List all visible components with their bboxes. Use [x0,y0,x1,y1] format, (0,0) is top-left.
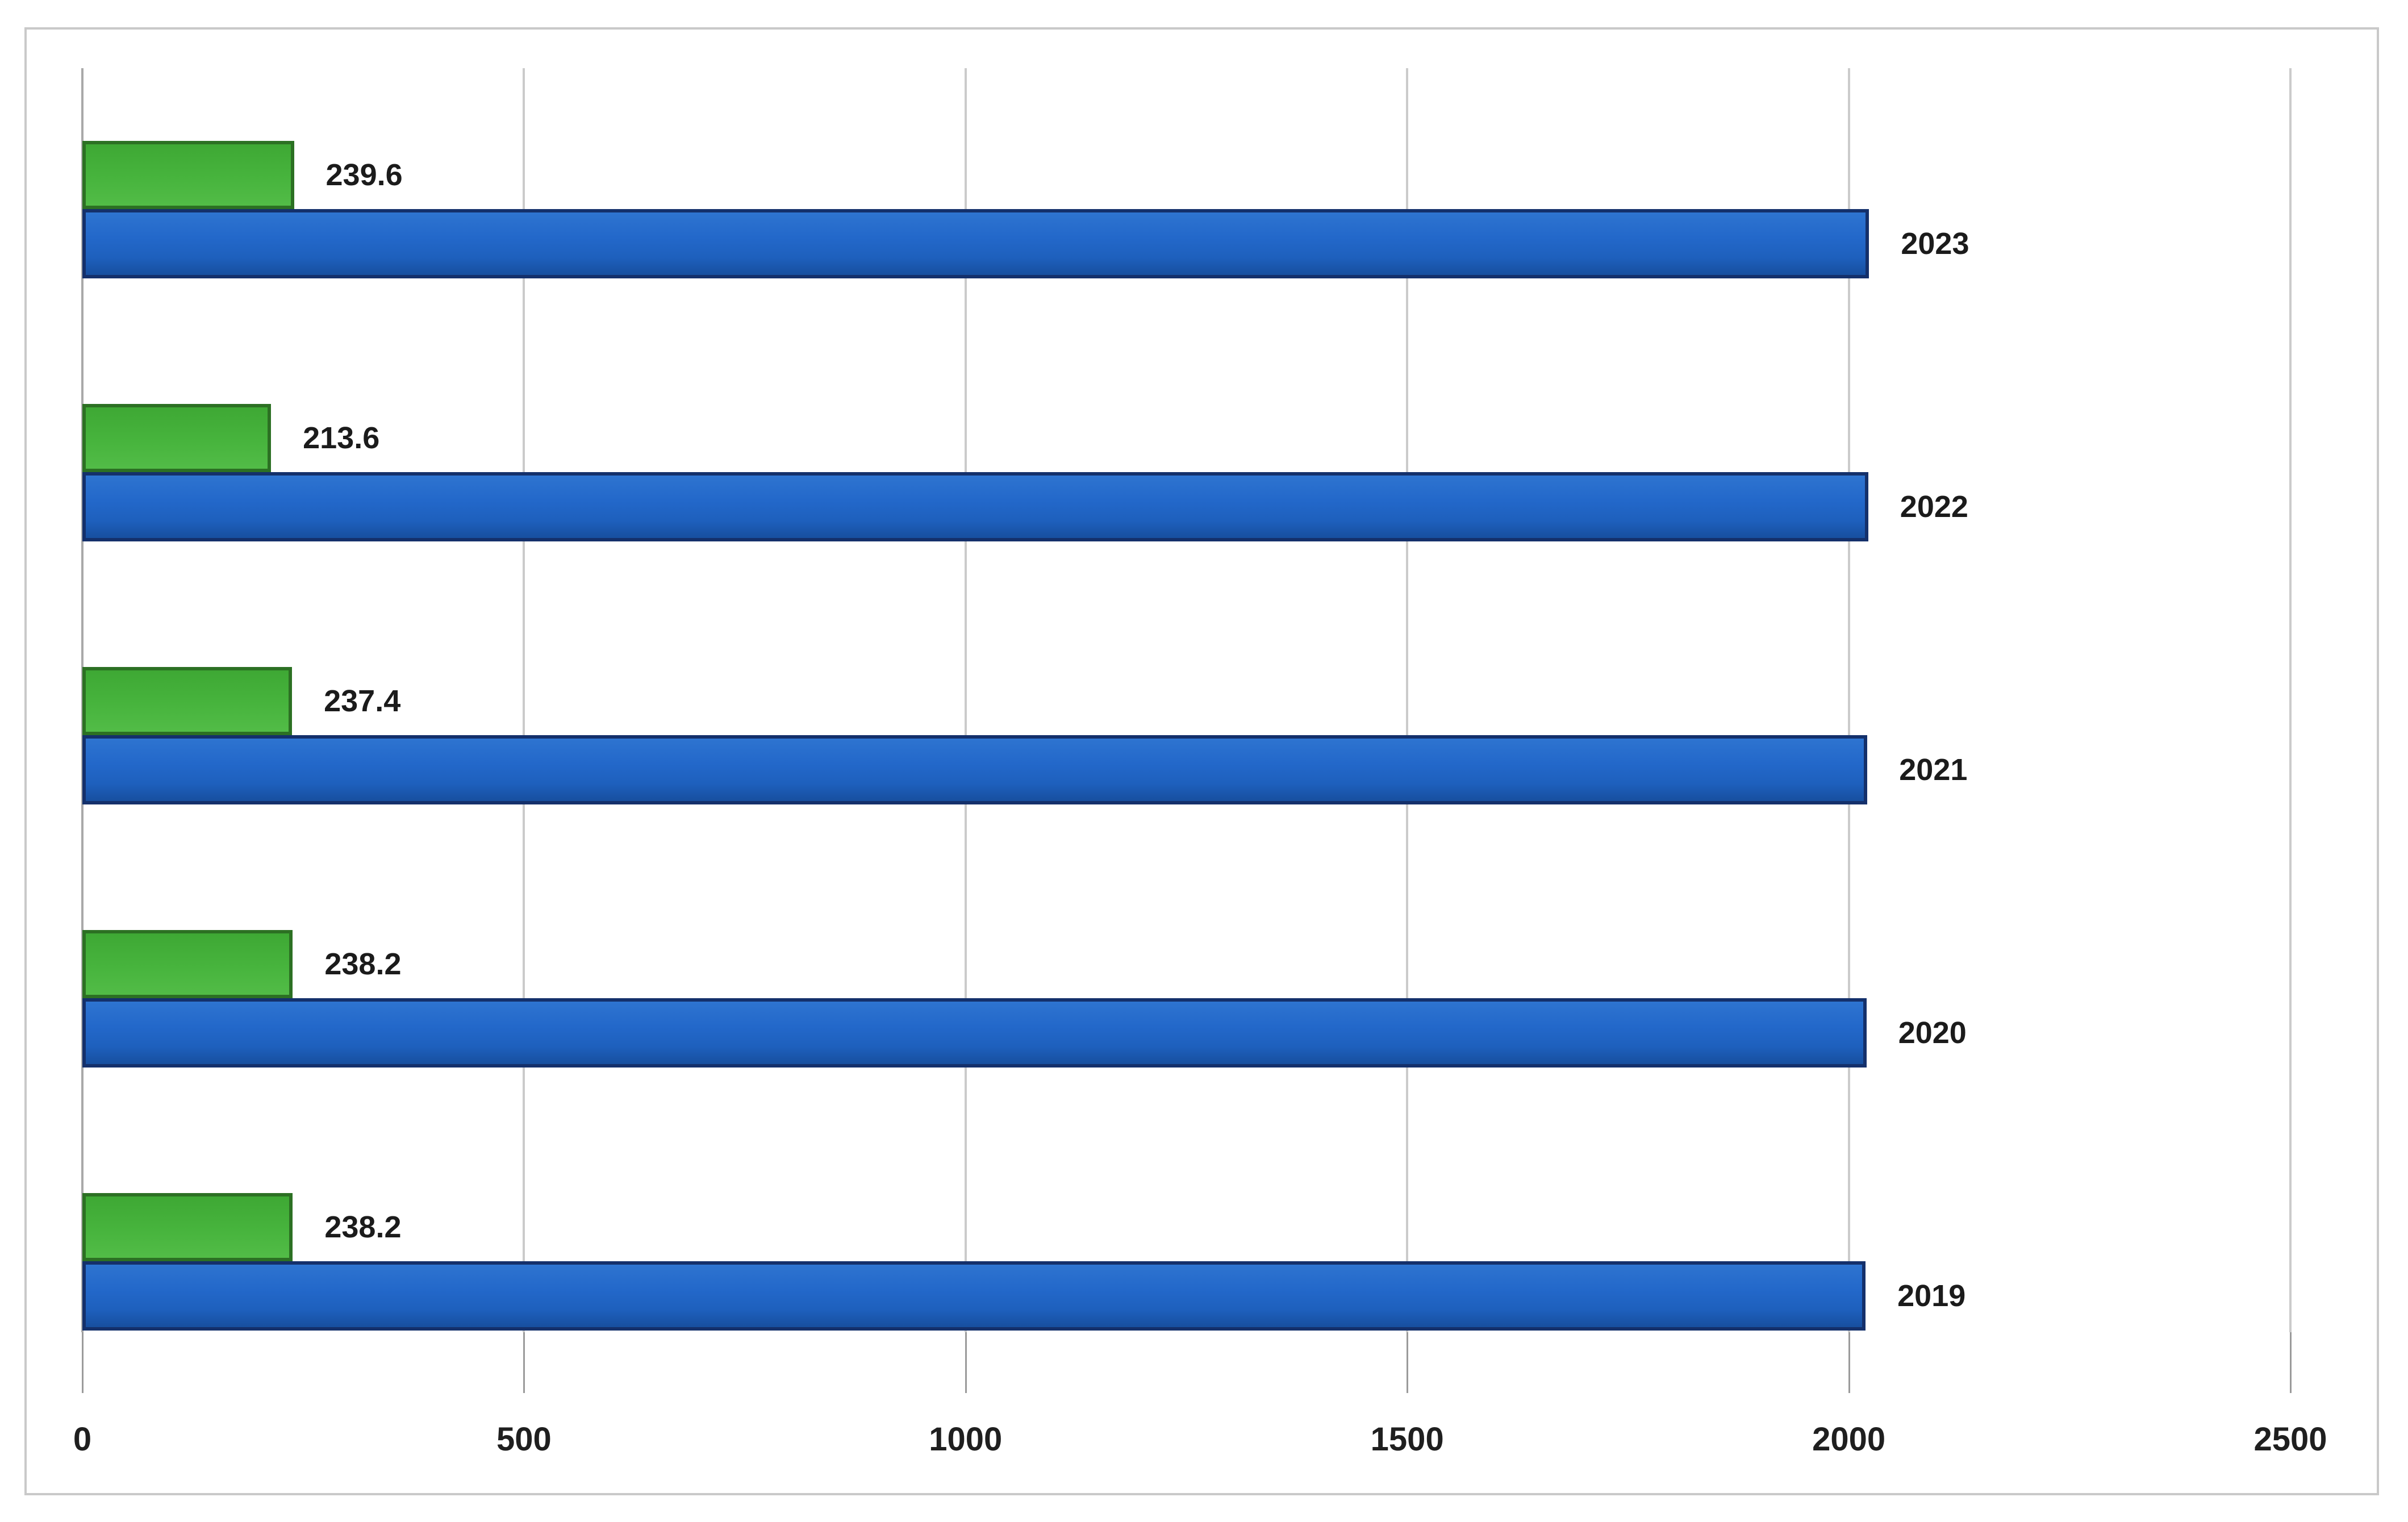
bar-year-blue [82,998,1867,1068]
x-axis-tick-mark [1407,1332,1409,1393]
bar-metric-green [82,667,293,735]
data-label-year-blue: 2023 [1901,227,1969,261]
data-label-year-blue: 2019 [1897,1279,1966,1313]
bar-metric-green [82,1193,293,1261]
data-label-metric-green: 213.6 [303,421,380,455]
data-label-metric-green: 239.6 [325,158,403,192]
bar-metric-green [82,930,293,998]
bar-metric-green [82,404,272,472]
vertical-gridline [964,68,967,1332]
x-axis-tick-mark [2290,1332,2292,1393]
vertical-gridline [1406,68,1409,1332]
bar-year-blue [82,735,1868,804]
chart-frame: 239.6 2023 213.6 2022 237.4 2021 238.2 2020 238.… [24,27,2379,1495]
data-label-metric-green: 238.2 [324,1210,402,1244]
bar-year-blue [82,209,1869,278]
plot-area: 239.6 2023 213.6 2022 237.4 2021 238.2 2020 238.… [27,30,2377,1493]
data-label-metric-green: 237.4 [324,684,401,718]
x-axis-tick-mark [523,1332,525,1393]
x-axis-tick-mark [1848,1332,1850,1393]
x-axis-tick-label: 500 [496,1421,552,1458]
bar-metric-green [82,141,294,209]
data-label-year-blue: 2020 [1898,1016,1967,1050]
x-axis-tick-label: 2500 [2253,1421,2327,1458]
x-axis-tick-label: 1500 [1370,1421,1444,1458]
x-axis-tick-label: 1000 [929,1421,1003,1458]
x-axis-tick-mark [965,1332,967,1393]
x-axis-tick-label: 0 [73,1421,92,1458]
vertical-gridline [1847,68,1850,1332]
x-axis-tick-mark [82,1332,84,1393]
bar-year-blue [82,472,1868,541]
vertical-gridline [523,68,525,1332]
x-axis-tick-label: 2000 [1812,1421,1886,1458]
data-label-metric-green: 238.2 [324,947,402,981]
bar-year-blue [82,1261,1866,1331]
vertical-gridline [2289,68,2292,1332]
data-label-year-blue: 2021 [1899,753,1968,787]
data-label-year-blue: 2022 [1900,490,1968,524]
